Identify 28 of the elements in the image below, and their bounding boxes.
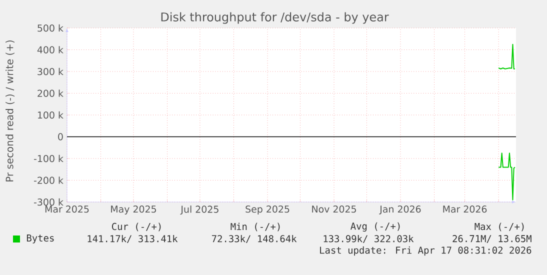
y-tick-label: 200 k — [38, 90, 64, 97]
x-tick-label: Mar 2026 — [443, 206, 487, 213]
text: 133.99k/ 322.03k — [324, 234, 414, 244]
x-tick-label: Mar 2025 — [45, 206, 89, 213]
text: Cur (-/+) — [112, 222, 161, 232]
x-tick-label: Jan 2026 — [379, 206, 421, 214]
y-tick-label: -300 k — [34, 198, 64, 206]
legend-label: Bytes — [26, 234, 54, 244]
text: Avg (-/+) — [350, 222, 400, 232]
y-tick-label: -200 k — [34, 176, 64, 184]
text: Last update: Fri Apr 17 08:31:02 2026 — [320, 246, 532, 256]
y-tick-label: 500 k — [38, 24, 64, 32]
text: 141.17k/ 313.41k — [88, 234, 178, 244]
text: Min (-/+) — [230, 222, 280, 232]
x-tick-label: May 2025 — [111, 206, 156, 215]
y-tick-label: 0 — [58, 133, 63, 140]
y-tick-label: 300 k — [38, 68, 64, 76]
y-tick-label: 100 k — [38, 111, 64, 119]
chart-title: Disk throughput for /dev/sda - by year — [161, 12, 389, 24]
x-tick-label: Jul 2025 — [180, 206, 218, 215]
y-axis-title: Pr second read (-) / write (+) — [6, 40, 14, 182]
text: Max (-/+) — [474, 222, 524, 232]
y-tick-label: -100 k — [34, 154, 64, 162]
text: 72.33k/ 148.64k — [212, 234, 297, 244]
text: 26.71M/ 13.65M — [452, 235, 532, 243]
x-tick-label: Sep 2025 — [246, 206, 290, 215]
y-tick-label: 400 k — [37, 46, 64, 54]
x-tick-label: Nov 2025 — [312, 206, 356, 213]
